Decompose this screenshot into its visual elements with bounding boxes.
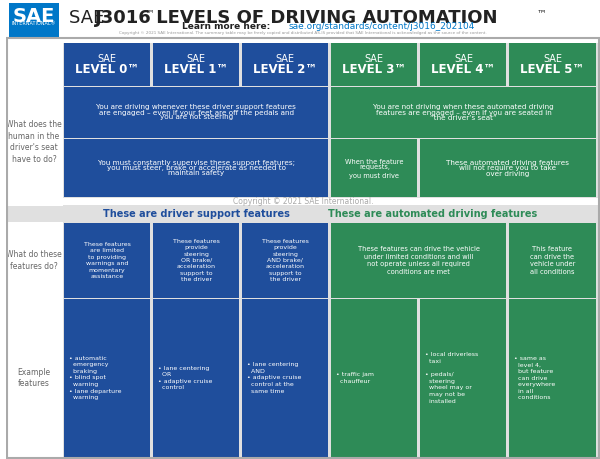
Text: SAE: SAE <box>276 54 295 63</box>
Text: SAE: SAE <box>543 54 562 63</box>
Text: you must drive: you must drive <box>349 173 400 179</box>
Text: These automated driving features: These automated driving features <box>446 160 569 166</box>
Text: • local driverless
  taxi

• pedals/
  steering
  wheel may or
  may not be
  in: • local driverless taxi • pedals/ steeri… <box>425 353 479 403</box>
Polygon shape <box>153 223 239 298</box>
Text: INTERNATIONAL®: INTERNATIONAL® <box>11 21 56 26</box>
Text: J3016: J3016 <box>95 9 152 27</box>
Polygon shape <box>421 43 506 86</box>
Text: Learn more here:: Learn more here: <box>182 22 277 31</box>
Polygon shape <box>242 43 328 86</box>
Text: maintain safety: maintain safety <box>168 170 224 176</box>
Polygon shape <box>6 206 600 222</box>
Text: you are not steering: you are not steering <box>160 114 233 121</box>
Text: LEVEL 5™: LEVEL 5™ <box>520 63 584 76</box>
Text: Example
features: Example features <box>17 368 50 388</box>
Polygon shape <box>509 223 596 298</box>
Text: SAE: SAE <box>68 9 110 27</box>
Text: LEVELS OF DRIVING AUTOMATION: LEVELS OF DRIVING AUTOMATION <box>149 9 497 27</box>
Text: You are driving whenever these driver support features: You are driving whenever these driver su… <box>96 105 296 111</box>
Text: SAE: SAE <box>187 54 206 63</box>
Polygon shape <box>509 43 596 86</box>
Text: These features can drive the vehicle
under limited conditions and will
not opera: These features can drive the vehicle und… <box>358 246 480 275</box>
Polygon shape <box>9 3 59 39</box>
Polygon shape <box>509 299 596 457</box>
Text: • lane centering
  AND
• adaptive cruise
  control at the
  same time: • lane centering AND • adaptive cruise c… <box>247 362 302 394</box>
Text: LEVEL 1™: LEVEL 1™ <box>164 63 228 76</box>
Text: you must steer, brake or accelerate as needed to: you must steer, brake or accelerate as n… <box>107 165 286 171</box>
Polygon shape <box>421 299 506 457</box>
Text: • automatic
  emergency
  braking
• blind spot
  warning
• lane departure
  warn: • automatic emergency braking • blind sp… <box>69 356 122 400</box>
Text: What does the
human in the
driver's seat
have to do?: What does the human in the driver's seat… <box>6 120 62 164</box>
Polygon shape <box>64 87 328 138</box>
Text: “the driver’s seat”: “the driver’s seat” <box>430 114 497 121</box>
Text: • lane centering
  OR
• adaptive cruise
  control: • lane centering OR • adaptive cruise co… <box>158 366 212 391</box>
Text: over driving: over driving <box>486 171 530 177</box>
Polygon shape <box>64 43 150 86</box>
Text: LEVEL 4™: LEVEL 4™ <box>431 63 496 76</box>
Polygon shape <box>331 139 418 197</box>
Polygon shape <box>64 139 328 197</box>
Text: • traffic jam
  chauffeur: • traffic jam chauffeur <box>336 372 374 384</box>
Polygon shape <box>331 87 596 138</box>
Polygon shape <box>64 223 150 298</box>
Text: LEVEL 0™: LEVEL 0™ <box>75 63 139 76</box>
Polygon shape <box>64 299 150 457</box>
Text: requests,: requests, <box>359 164 390 170</box>
Text: • same as
  level 4,
  but feature
  can drive
  everywhere
  in all
  condition: • same as level 4, but feature can drive… <box>514 356 556 400</box>
Polygon shape <box>331 223 506 298</box>
Polygon shape <box>153 43 239 86</box>
Polygon shape <box>331 299 418 457</box>
Text: ™: ™ <box>145 8 154 18</box>
Text: Copyright © 2021 SAE International.: Copyright © 2021 SAE International. <box>233 197 373 206</box>
Text: will not require you to take: will not require you to take <box>460 165 557 171</box>
Text: This feature
can drive the
vehicle under
all conditions: This feature can drive the vehicle under… <box>530 246 575 275</box>
Polygon shape <box>331 43 418 86</box>
Text: These features
provide
steering
AND brake/
acceleration
support to
the driver: These features provide steering AND brak… <box>262 239 309 282</box>
Text: These are automated driving features: These are automated driving features <box>328 209 537 219</box>
Text: SAE: SAE <box>13 7 55 26</box>
Polygon shape <box>242 223 328 298</box>
Text: SAE: SAE <box>454 54 473 63</box>
Text: When the feature: When the feature <box>345 159 404 165</box>
Text: You must constantly supervise these support features;: You must constantly supervise these supp… <box>98 160 295 166</box>
Text: are engaged – even if your feet are off the pedals and: are engaged – even if your feet are off … <box>98 110 294 116</box>
Text: features are engaged – even if you are seated in: features are engaged – even if you are s… <box>376 110 551 116</box>
Text: LEVEL 2™: LEVEL 2™ <box>253 63 317 76</box>
Polygon shape <box>421 139 596 197</box>
Text: SAE: SAE <box>365 54 384 63</box>
Text: These are driver support features: These are driver support features <box>103 209 290 219</box>
Text: LEVEL 3™: LEVEL 3™ <box>342 63 406 76</box>
Text: These features
provide
steering
OR brake/
acceleration
support to
the driver: These features provide steering OR brake… <box>173 239 220 282</box>
Text: Copyright © 2021 SAE International. The summary table may be freely copied and d: Copyright © 2021 SAE International. The … <box>119 31 487 35</box>
Text: SAE: SAE <box>98 54 116 63</box>
Text: You are not driving when these automated driving: You are not driving when these automated… <box>373 105 554 111</box>
Polygon shape <box>153 299 239 457</box>
Text: What do these
features do?: What do these features do? <box>6 250 62 271</box>
Text: ™: ™ <box>536 8 547 18</box>
Text: These features
are limited
to providing
warnings and
momentary
assistance: These features are limited to providing … <box>83 242 131 279</box>
Polygon shape <box>62 43 598 457</box>
Text: sae.org/standards/content/j3016_202104: sae.org/standards/content/j3016_202104 <box>288 22 475 31</box>
Polygon shape <box>6 0 600 459</box>
Polygon shape <box>242 299 328 457</box>
Polygon shape <box>6 198 600 205</box>
